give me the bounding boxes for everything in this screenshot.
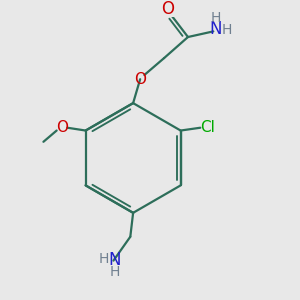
Text: O: O: [134, 72, 146, 87]
Text: H: H: [210, 11, 221, 25]
Text: Cl: Cl: [200, 120, 215, 135]
Text: N: N: [109, 251, 121, 269]
Text: N: N: [209, 20, 222, 38]
Text: H: H: [222, 23, 232, 37]
Text: O: O: [161, 0, 174, 18]
Text: H: H: [110, 265, 120, 279]
Text: O: O: [56, 120, 68, 135]
Text: H: H: [98, 252, 109, 266]
